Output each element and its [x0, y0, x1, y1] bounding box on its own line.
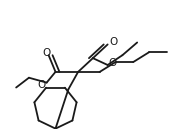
Text: O: O	[42, 48, 51, 58]
Text: O: O	[38, 80, 46, 90]
Text: O: O	[109, 37, 118, 47]
Text: O: O	[108, 58, 117, 68]
